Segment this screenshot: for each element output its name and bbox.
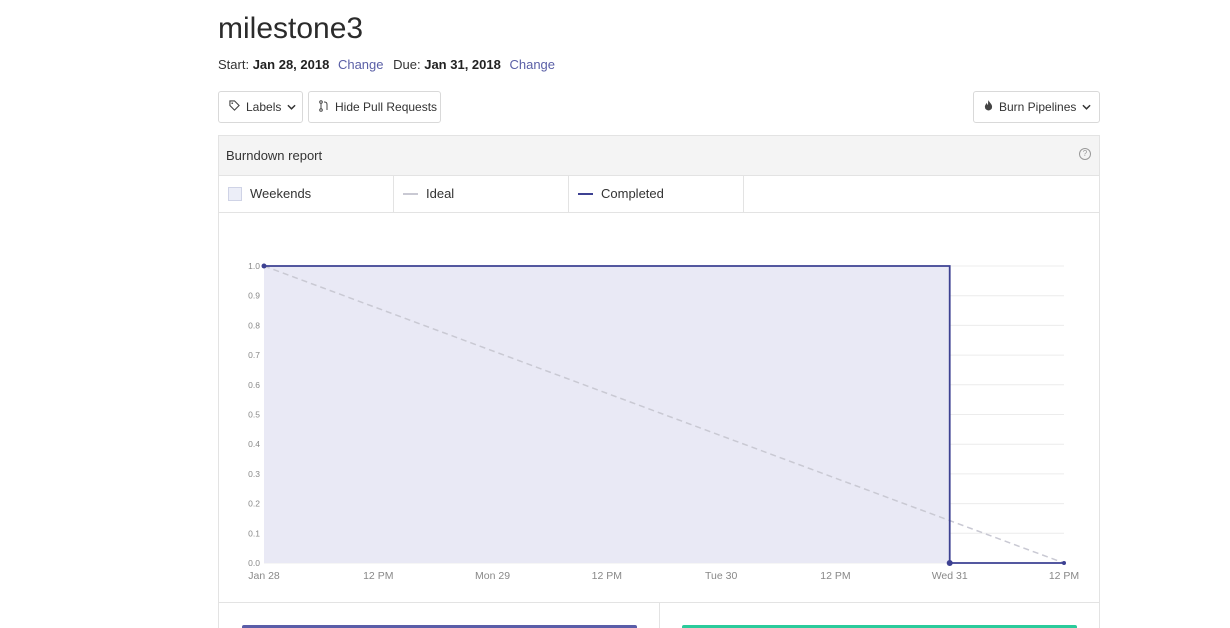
due-label: Due:	[393, 57, 421, 72]
divider	[219, 602, 1099, 603]
y-tick-label: 0.5	[248, 410, 260, 420]
x-tick-label: Mon 29	[475, 570, 510, 582]
y-tick-label: 0.6	[248, 380, 260, 390]
legend-item-completed[interactable]: Completed	[569, 175, 744, 212]
chart-legend: Weekends Ideal Completed	[219, 175, 1099, 213]
due-date: Jan 31, 2018	[424, 57, 501, 72]
data-point	[1062, 561, 1066, 565]
completed-swatch	[578, 192, 593, 195]
hide-pull-requests-text: Hide Pull Requests	[335, 100, 438, 114]
start-date: Jan 28, 2018	[252, 57, 330, 72]
summary-card-bar-right	[682, 625, 1077, 628]
tag-icon	[229, 100, 240, 114]
chevron-down-icon	[287, 102, 296, 113]
divider	[659, 603, 660, 628]
data-point	[261, 263, 267, 269]
x-tick-label: 12 PM	[363, 570, 393, 582]
y-tick-label: 1.0	[248, 261, 260, 271]
help-icon[interactable]: ?	[1079, 148, 1091, 160]
y-tick-label: 0.2	[248, 499, 260, 509]
panel-title: Burndown report	[226, 148, 323, 163]
series-ideal-line	[263, 265, 1065, 564]
change-due-link[interactable]: Change	[509, 57, 556, 72]
burn-pipelines-text: Burn Pipelines	[999, 100, 1077, 114]
ideal-swatch	[403, 192, 418, 195]
series-completed-line	[264, 265, 1064, 564]
y-tick-label: 0.9	[248, 291, 260, 301]
panel-header: Burndown report ?	[219, 136, 1099, 176]
y-tick-label: 0.7	[248, 350, 260, 360]
y-tick-label: 0.0	[248, 558, 260, 568]
weekends-swatch	[228, 186, 242, 201]
labels-button[interactable]: Labels	[218, 91, 303, 123]
x-tick-label: 12 PM	[820, 570, 850, 582]
x-tick-label: 12 PM	[592, 570, 622, 582]
x-tick-label: Jan 28	[248, 570, 280, 582]
flame-icon	[984, 100, 993, 114]
chevron-down-icon	[1082, 102, 1091, 113]
start-label: Start:	[218, 57, 250, 72]
burndown-panel: Burndown report ? Weekends Ideal Complet…	[218, 135, 1100, 628]
change-start-link[interactable]: Change	[337, 57, 384, 72]
x-tick-label: Wed 31	[932, 570, 968, 582]
legend-item-ideal[interactable]: Ideal	[394, 175, 569, 212]
x-tick-label: Tue 30	[705, 570, 737, 582]
y-tick-label: 0.8	[248, 320, 260, 330]
page-title: milestone3	[218, 12, 364, 45]
x-tick-label: 12 PM	[1049, 570, 1079, 582]
y-tick-label: 0.3	[248, 469, 260, 479]
burn-pipelines-button[interactable]: Burn Pipelines	[973, 91, 1100, 123]
burndown-chart: 0.0 0.1 0.2 0.3 0.4 0.5 0.6 0.7 0.8 0.9 1.0 Jan 28 1…	[248, 261, 1079, 582]
data-point	[946, 560, 953, 566]
hide-pull-requests-button[interactable]: Hide Pull Requests	[308, 91, 441, 123]
y-tick-label: 0.4	[248, 439, 260, 449]
y-tick-label: 0.1	[248, 528, 260, 538]
milestone-dates: Start: Jan 28, 2018 Change Due: Jan 31, …	[218, 56, 561, 74]
legend-label-ideal: Ideal	[426, 186, 455, 201]
summary-card-bar-left	[242, 625, 637, 628]
legend-label-weekends: Weekends	[250, 186, 312, 201]
labels-button-text: Labels	[246, 100, 282, 114]
legend-label-completed: Completed	[601, 186, 664, 201]
pull-request-icon	[319, 99, 329, 115]
legend-item-weekends[interactable]: Weekends	[219, 175, 394, 212]
